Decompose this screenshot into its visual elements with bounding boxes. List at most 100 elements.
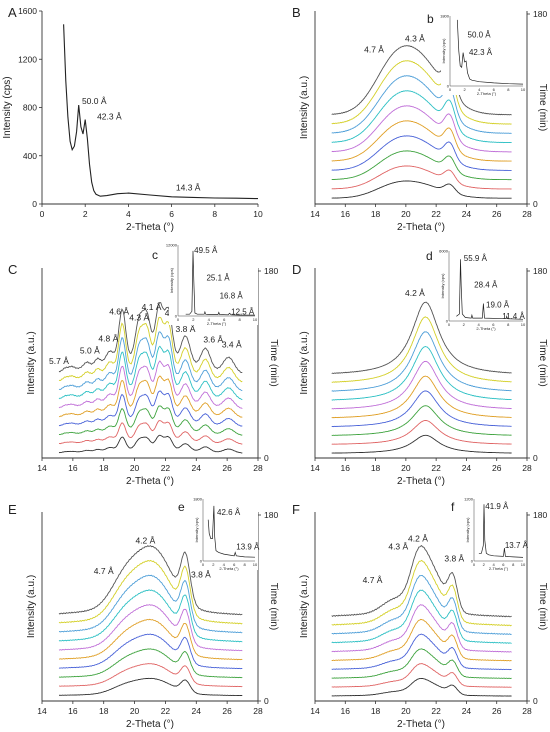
x-axis-title: 2-Theta (°) [397, 222, 445, 233]
x-tick-label: 26 [492, 706, 502, 716]
y2-axis-title: Time (min) [268, 339, 279, 386]
inset-x-tick-label: 8 [512, 562, 515, 567]
inset-y-axis-title: Intensity (cps) [194, 517, 199, 543]
inset-peak-label: 42.3 Å [469, 48, 493, 57]
peak-label: 3.8 Å [191, 570, 211, 580]
y2-axis-title: Time (min) [537, 583, 548, 630]
inset-series-line [456, 259, 524, 320]
inset-peak-label: 41.9 Å [485, 502, 509, 511]
x-tick-label: 10 [253, 209, 263, 219]
x-tick-label: 28 [522, 463, 532, 473]
waterfall-curve [331, 420, 512, 445]
x-tick-label: 22 [431, 209, 441, 219]
peak-label: 3.4 Å [222, 340, 242, 350]
waterfall-curve [58, 589, 243, 643]
waterfall-curve [58, 434, 243, 454]
x-axis-title: 2-Theta (°) [397, 476, 445, 487]
waterfall-curve [331, 301, 512, 375]
inset-y-tick-label: 0 [447, 84, 450, 89]
inset-x-tick-label: 6 [492, 322, 495, 327]
waterfall-curve [331, 45, 512, 116]
inset-x-axis-title: 2-Theta (°) [477, 91, 497, 96]
inset-x-tick-label: 0 [202, 562, 205, 567]
x-tick-label: 22 [161, 463, 171, 473]
inset-x-tick-label: 6 [233, 562, 236, 567]
y-axis-title: Intensity (a.u.) [299, 575, 310, 638]
y-axis-title: Intensity (a.u.) [26, 575, 37, 638]
x-tick-label: 24 [192, 463, 202, 473]
inset-x-tick-label: 0 [177, 317, 180, 322]
waterfall-curve [331, 604, 512, 653]
peak-label: 4.3 Å [388, 541, 408, 551]
waterfall-curve [58, 545, 243, 616]
x-tick-label: 16 [68, 463, 78, 473]
x-tick-label: 26 [222, 463, 232, 473]
x-tick-label: 22 [431, 463, 441, 473]
inset-x-tick-label: 10 [253, 317, 258, 322]
x-tick-label: 26 [492, 209, 502, 219]
waterfall-curve [331, 60, 512, 125]
inset-background [194, 496, 258, 570]
y-axis-title: Intensity (a.u.) [299, 331, 310, 394]
peak-label: 4.3 Å [129, 313, 149, 323]
panel-c: C14 16 18 20 22 24 26 282-Theta (°)Intensity (a… [8, 242, 279, 487]
x-tick-label: 24 [462, 706, 472, 716]
inset-x-axis-title: 2-Theta (°) [219, 566, 239, 571]
inset-background [465, 496, 526, 570]
inset-peak-label: 49.5 Å [194, 246, 218, 255]
inset-x-tick-label: 2 [463, 322, 466, 327]
inset-background [440, 248, 526, 330]
peak-label: 14.3 Å [176, 183, 201, 193]
y-tick-label: 1200 [18, 54, 37, 64]
y2-tick-label: 180 [264, 510, 278, 520]
panel-letter: E [8, 502, 17, 517]
x-tick-label: 24 [192, 706, 202, 716]
waterfall-curve [331, 316, 512, 383]
panel-a: A 0 2 4 6 8 10 2-Theta (°) Intensity (cps) 0 400 80… [2, 5, 263, 233]
panel-b: B14 16 18 20 22 24 26 282-Theta (°)Intensity (a… [292, 5, 548, 233]
y-tick-label: 400 [23, 151, 37, 161]
waterfall-curve [59, 663, 243, 688]
waterfall-curve [58, 405, 243, 436]
panel-f: F14 16 18 20 22 24 26 282-Theta (°)Intensity (a… [292, 496, 548, 730]
x-tick-label: 2 [83, 209, 88, 219]
inset-y-tick-label: 12000 [166, 243, 178, 248]
y-tick-label: 1600 [18, 6, 37, 16]
y-tick-label: 800 [23, 103, 37, 113]
inset-x-tick-label: 8 [507, 322, 510, 327]
inset-x-tick-label: 2 [212, 562, 215, 567]
inset-x-tick-label: 6 [223, 317, 226, 322]
panel-letter: B [292, 5, 301, 20]
waterfall-curve [331, 90, 512, 144]
y2-tick-label: 0 [533, 453, 538, 463]
y2-tick-label: 0 [533, 199, 538, 209]
inset-peak-label: 25.1 Å [206, 273, 230, 282]
waterfall-curve [331, 360, 512, 410]
waterfall-curve [331, 331, 512, 392]
y2-tick-label: 180 [533, 266, 547, 276]
waterfall-curve [331, 434, 512, 454]
x-tick-label: 8 [212, 209, 217, 219]
inset-peak-label: 28.4 Å [474, 281, 498, 290]
inset-x-tick-label: 10 [521, 562, 526, 567]
inset-y-tick-label: 0 [200, 559, 203, 564]
inset-y-axis-title: Intensity (cps) [465, 517, 470, 543]
inset-y-axis-title: Intensity (cps) [169, 267, 174, 293]
waterfall-curve [331, 150, 512, 181]
peak-label: 4.2 Å [405, 288, 425, 298]
inset-series-line [478, 504, 524, 558]
waterfall-curve [58, 420, 243, 445]
x-tick-label: 28 [253, 463, 263, 473]
inset-x-tick-label: 6 [493, 87, 496, 92]
panel-letter: D [292, 262, 301, 277]
y2-tick-label: 0 [264, 696, 269, 706]
x-axis-title: 2-Theta (°) [397, 719, 445, 730]
panel-letter: A [8, 5, 17, 20]
inset-letter: e [178, 500, 185, 514]
inset-x-tick-label: 4 [477, 322, 480, 327]
inset-x-tick-label: 10 [253, 562, 258, 567]
x-tick-label: 22 [161, 706, 171, 716]
x-tick-label: 28 [522, 209, 532, 219]
x-axis-title: 2-Theta (°) [126, 719, 174, 730]
